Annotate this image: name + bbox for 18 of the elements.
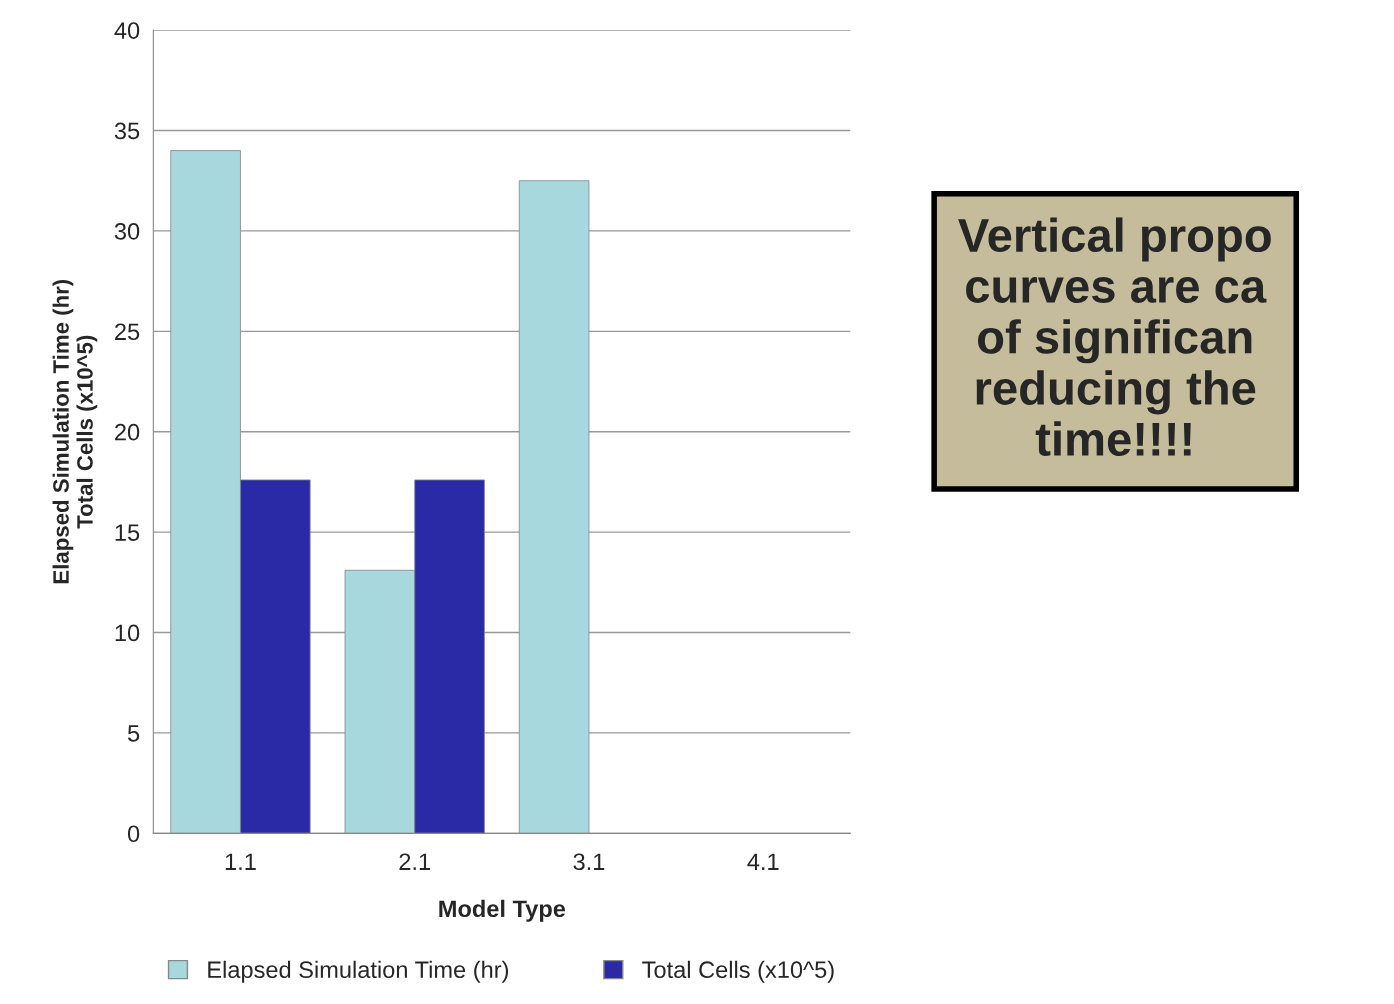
y-tick-label: 20 (115, 423, 140, 441)
x-tick-label: 3.1 (573, 853, 605, 871)
y-tick-label: 0 (127, 825, 140, 843)
x-axis-title: Model Type (439, 899, 566, 922)
y-tick-label: 30 (114, 222, 140, 240)
y-tick-label: 25 (115, 323, 140, 341)
y-tick-label: 10 (115, 624, 140, 642)
y-tick-label: 40 (114, 22, 140, 39)
text: Vertical propo curves are ca of significan reducing the time!!!! (958, 217, 1271, 456)
y-tick-label: 35 (114, 122, 140, 140)
x-tick-label: 1.1 (225, 853, 256, 870)
legend-label: Elapsed Simulation Time (hr) (208, 960, 508, 983)
y-tick-label: 15 (115, 524, 140, 541)
x-tick-label: 4.1 (747, 853, 779, 870)
legend-label: Total Cells (x10^5) (642, 960, 834, 983)
y-axis-title: Elapsed Simulation Time (hr) Total Cells (x10^5) (52, 279, 98, 584)
x-tick-label: 2.1 (399, 853, 430, 870)
y-tick-label: 5 (127, 725, 140, 742)
